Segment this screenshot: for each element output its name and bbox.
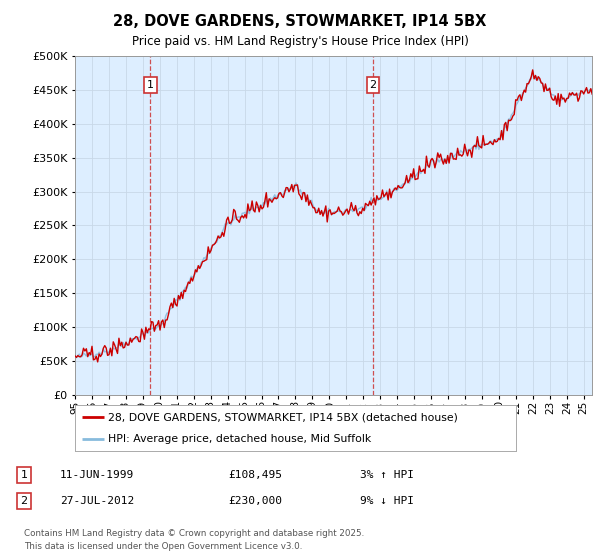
Text: HPI: Average price, detached house, Mid Suffolk: HPI: Average price, detached house, Mid … (108, 435, 371, 444)
Text: 2: 2 (20, 496, 28, 506)
Text: Price paid vs. HM Land Registry's House Price Index (HPI): Price paid vs. HM Land Registry's House … (131, 35, 469, 48)
Text: 11-JUN-1999: 11-JUN-1999 (60, 470, 134, 480)
Text: £108,495: £108,495 (228, 470, 282, 480)
Text: 1: 1 (20, 470, 28, 480)
Text: 28, DOVE GARDENS, STOWMARKET, IP14 5BX (detached house): 28, DOVE GARDENS, STOWMARKET, IP14 5BX (… (108, 412, 458, 422)
Text: 3% ↑ HPI: 3% ↑ HPI (360, 470, 414, 480)
Text: 2: 2 (370, 80, 377, 90)
Text: This data is licensed under the Open Government Licence v3.0.: This data is licensed under the Open Gov… (24, 542, 302, 550)
Text: Contains HM Land Registry data © Crown copyright and database right 2025.: Contains HM Land Registry data © Crown c… (24, 529, 364, 538)
Text: 1: 1 (147, 80, 154, 90)
Text: £230,000: £230,000 (228, 496, 282, 506)
Text: 28, DOVE GARDENS, STOWMARKET, IP14 5BX: 28, DOVE GARDENS, STOWMARKET, IP14 5BX (113, 14, 487, 29)
Text: 27-JUL-2012: 27-JUL-2012 (60, 496, 134, 506)
Text: 9% ↓ HPI: 9% ↓ HPI (360, 496, 414, 506)
